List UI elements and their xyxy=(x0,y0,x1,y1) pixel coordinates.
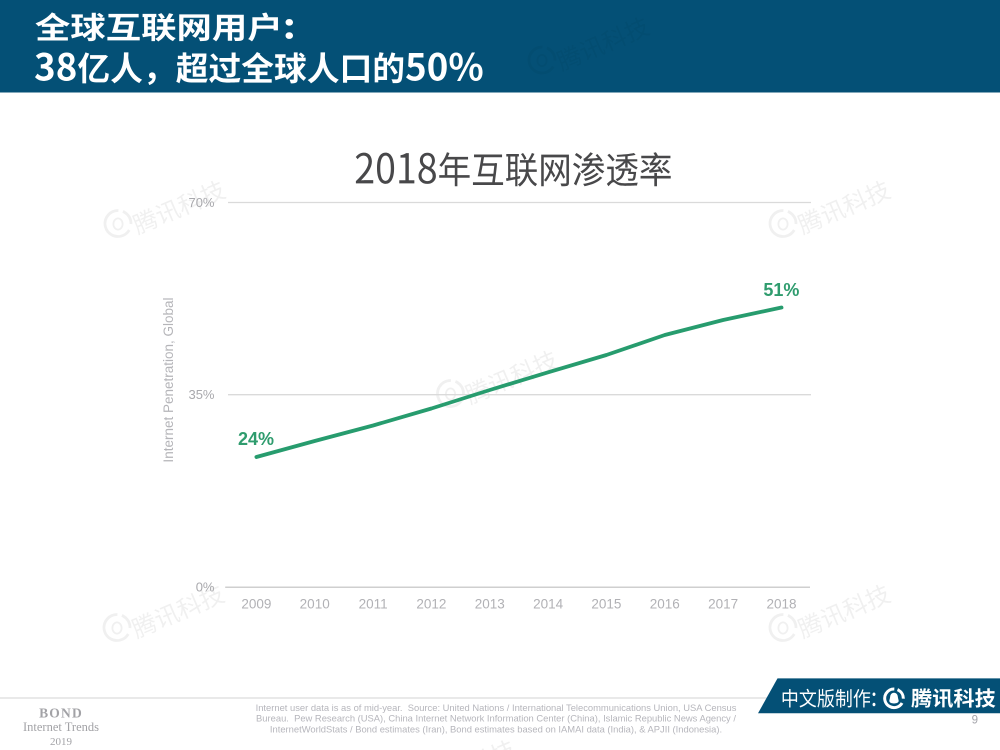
svg-text:2013: 2013 xyxy=(475,597,505,612)
svg-text:Internet Penetration, Global: Internet Penetration, Global xyxy=(161,297,176,462)
svg-text:BOND: BOND xyxy=(39,706,83,721)
svg-text:2010: 2010 xyxy=(300,597,330,612)
svg-text:2012: 2012 xyxy=(416,597,446,612)
svg-text:2009: 2009 xyxy=(241,597,271,612)
svg-text:2014: 2014 xyxy=(533,597,564,612)
svg-text:2011: 2011 xyxy=(359,597,388,612)
svg-text:70%: 70% xyxy=(188,195,214,210)
svg-text:2015: 2015 xyxy=(591,597,621,612)
svg-text:InternetWorldStats / Bond esti: InternetWorldStats / Bond estimates (Ira… xyxy=(270,724,722,735)
svg-text:51%: 51% xyxy=(763,280,799,300)
svg-text:Bureau. Pew Research (USA), C: Bureau. Pew Research (USA), China Intern… xyxy=(256,712,736,723)
svg-text:2018: 2018 xyxy=(766,597,796,612)
svg-text:2019: 2019 xyxy=(50,736,73,748)
svg-text:35%: 35% xyxy=(188,387,214,402)
svg-text:Internet Trends: Internet Trends xyxy=(23,720,99,734)
svg-text:9: 9 xyxy=(972,715,978,727)
svg-text:Internet user data is as of mi: Internet user data is as of mid-year. So… xyxy=(256,702,737,713)
svg-text:2017: 2017 xyxy=(708,597,738,612)
svg-text:2016: 2016 xyxy=(650,597,680,612)
svg-text:0%: 0% xyxy=(196,580,215,595)
svg-text:24%: 24% xyxy=(238,429,274,449)
